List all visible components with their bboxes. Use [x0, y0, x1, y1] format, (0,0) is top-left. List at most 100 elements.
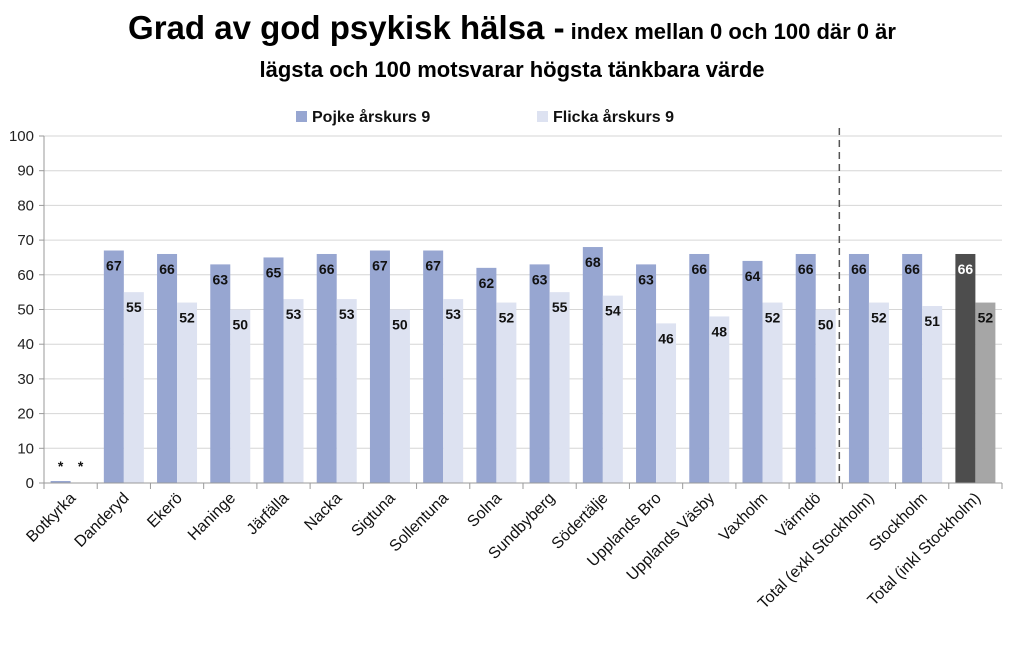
y-tick-label: 100 — [9, 128, 34, 145]
data-label-pojke: 68 — [585, 254, 601, 270]
legend-swatch — [537, 111, 548, 122]
data-label-flicka: 50 — [818, 317, 834, 333]
y-tick-label: 40 — [17, 336, 34, 353]
bar-pojke — [955, 253, 976, 483]
bar-flicka — [389, 309, 410, 483]
data-label-pojke: 66 — [904, 261, 920, 277]
data-label-pojke: 66 — [319, 261, 335, 277]
x-tick-label: Ekerö — [144, 490, 186, 532]
bar-flicka — [602, 295, 623, 483]
bar-flicka — [922, 306, 943, 483]
data-label-pojke: 66 — [691, 261, 707, 277]
bar-flicka — [868, 302, 889, 483]
data-label-pojke: 65 — [266, 264, 282, 280]
bar-pojke — [902, 253, 923, 483]
legend-label: Pojke årskurs 9 — [312, 108, 430, 126]
chart-title-sub: index mellan 0 och 100 där 0 är — [564, 19, 896, 44]
y-tick-label: 70 — [17, 232, 34, 249]
x-tick-label: Haninge — [185, 490, 239, 544]
chart-title-line2: lägsta och 100 motsvarar högsta tänkbara… — [259, 57, 765, 82]
data-label-pojke: * — [58, 458, 64, 474]
bar-pojke — [636, 264, 657, 483]
chart-title: Grad av god psykisk hälsa - index mellan… — [0, 8, 1024, 85]
bar-flicka — [496, 302, 517, 483]
data-label-pojke: 67 — [106, 258, 122, 274]
data-label-pojke: 63 — [212, 271, 228, 287]
bar-flicka — [656, 323, 677, 483]
bar-flicka — [975, 302, 996, 483]
bar-flicka — [709, 316, 730, 483]
bar-flicka — [549, 292, 570, 483]
data-label-pojke: 66 — [851, 261, 867, 277]
x-tick-label: Sigtuna — [348, 490, 398, 540]
x-tick-label: Värmdö — [773, 490, 825, 542]
data-label-flicka: 50 — [392, 317, 408, 333]
bar-pojke — [848, 253, 869, 483]
bars — [50, 247, 996, 483]
bar-pojke — [157, 253, 178, 483]
data-label-pojke: 66 — [958, 261, 974, 277]
data-label-pojke: 63 — [532, 271, 548, 287]
data-label-flicka: 50 — [232, 317, 248, 333]
x-tick-label: Botkyrka — [23, 490, 79, 546]
bar-flicka — [283, 299, 304, 483]
y-axis: 0 10 20 30 40 50 60 70 80 90 100 — [9, 128, 45, 492]
data-label-pojke: 66 — [159, 261, 175, 277]
y-tick-label: 30 — [17, 371, 34, 388]
bar-pojke — [582, 247, 603, 483]
data-label-pojke: 64 — [745, 268, 761, 284]
legend-swatch — [296, 111, 307, 122]
x-tick-label: Vaxholm — [716, 490, 771, 545]
y-tick-label: 60 — [17, 267, 34, 284]
data-label-flicka: 52 — [765, 310, 781, 326]
y-tick-label: 80 — [17, 197, 34, 214]
bar-pojke — [529, 264, 550, 483]
data-label-pojke: 66 — [798, 261, 814, 277]
data-label-flicka: 52 — [871, 310, 887, 326]
bar-pojke — [263, 257, 284, 483]
data-label-pojke: 67 — [425, 258, 441, 274]
bar-pojke — [103, 250, 124, 483]
data-label-flicka: 53 — [286, 306, 302, 322]
data-label-flicka: 54 — [605, 303, 621, 319]
bar-pojke — [316, 253, 337, 483]
data-label-flicka: 52 — [179, 310, 195, 326]
x-tick-label: Solna — [464, 490, 505, 531]
data-label-flicka: 46 — [658, 330, 674, 346]
data-label-flicka: 53 — [339, 306, 355, 322]
bar-flicka — [177, 302, 198, 483]
bar-pojke — [369, 250, 390, 483]
data-label-flicka: 51 — [924, 313, 940, 329]
y-tick-label: 0 — [26, 475, 34, 492]
bar-flicka — [230, 309, 251, 483]
y-tick-label: 10 — [17, 440, 34, 457]
data-label-pojke: 67 — [372, 258, 388, 274]
x-tick-label: Järfälla — [244, 490, 293, 539]
bar-pojke — [50, 481, 71, 483]
bar-flicka — [443, 299, 464, 483]
data-label-pojke: 63 — [638, 271, 654, 287]
bar-pojke — [742, 260, 763, 483]
bar-pojke — [210, 264, 231, 483]
x-tick-label: Danderyd — [72, 490, 133, 551]
bar-flicka — [762, 302, 783, 483]
chart-title-main: Grad av god psykisk hälsa - — [128, 9, 565, 46]
data-label-flicka: 53 — [445, 306, 461, 322]
bar-flicka — [336, 299, 357, 483]
bar-flicka — [815, 309, 836, 483]
data-label-flicka: * — [78, 458, 84, 474]
data-label-flicka: 52 — [978, 310, 994, 326]
bar-pojke — [795, 253, 816, 483]
y-tick-label: 20 — [17, 406, 34, 423]
bar-pojke — [423, 250, 444, 483]
data-label-flicka: 55 — [552, 299, 568, 315]
gridlines — [44, 135, 1002, 484]
data-labels: * *67556652635065536653675067536252635568… — [58, 254, 994, 474]
bar-pojke — [689, 253, 710, 483]
data-label-flicka: 55 — [126, 299, 142, 315]
data-label-flicka: 48 — [711, 323, 727, 339]
legend: Pojke årskurs 9 Flicka årskurs 9 — [296, 108, 674, 126]
data-label-flicka: 52 — [499, 310, 515, 326]
x-tick-label: Nacka — [301, 490, 345, 534]
